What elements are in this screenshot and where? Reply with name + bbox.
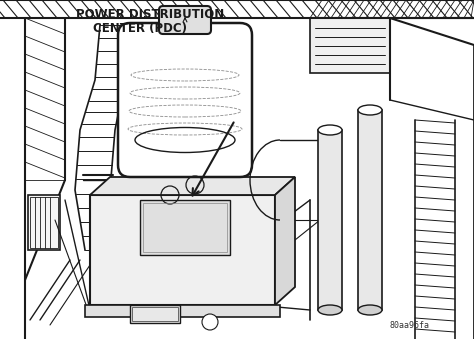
Polygon shape	[85, 305, 280, 317]
Bar	[143, 203, 227, 252]
Text: CENTER (PDC): CENTER (PDC)	[93, 22, 187, 35]
Ellipse shape	[358, 105, 382, 115]
FancyBboxPatch shape	[118, 23, 252, 177]
Polygon shape	[318, 130, 342, 310]
Ellipse shape	[318, 305, 342, 315]
Polygon shape	[275, 177, 295, 305]
Circle shape	[202, 314, 218, 330]
Polygon shape	[90, 177, 295, 195]
Bar	[132, 307, 178, 321]
Bar	[30, 197, 58, 248]
Text: 80aa96fa: 80aa96fa	[390, 321, 430, 330]
Ellipse shape	[358, 305, 382, 315]
Polygon shape	[358, 110, 382, 310]
Bar	[140, 200, 230, 255]
Text: POWER DISTRIBUTION: POWER DISTRIBUTION	[76, 8, 224, 21]
Bar	[28, 195, 60, 250]
Bar	[130, 305, 180, 323]
FancyBboxPatch shape	[159, 6, 211, 34]
Ellipse shape	[318, 125, 342, 135]
Bar	[310, 18, 390, 73]
Polygon shape	[90, 195, 275, 305]
